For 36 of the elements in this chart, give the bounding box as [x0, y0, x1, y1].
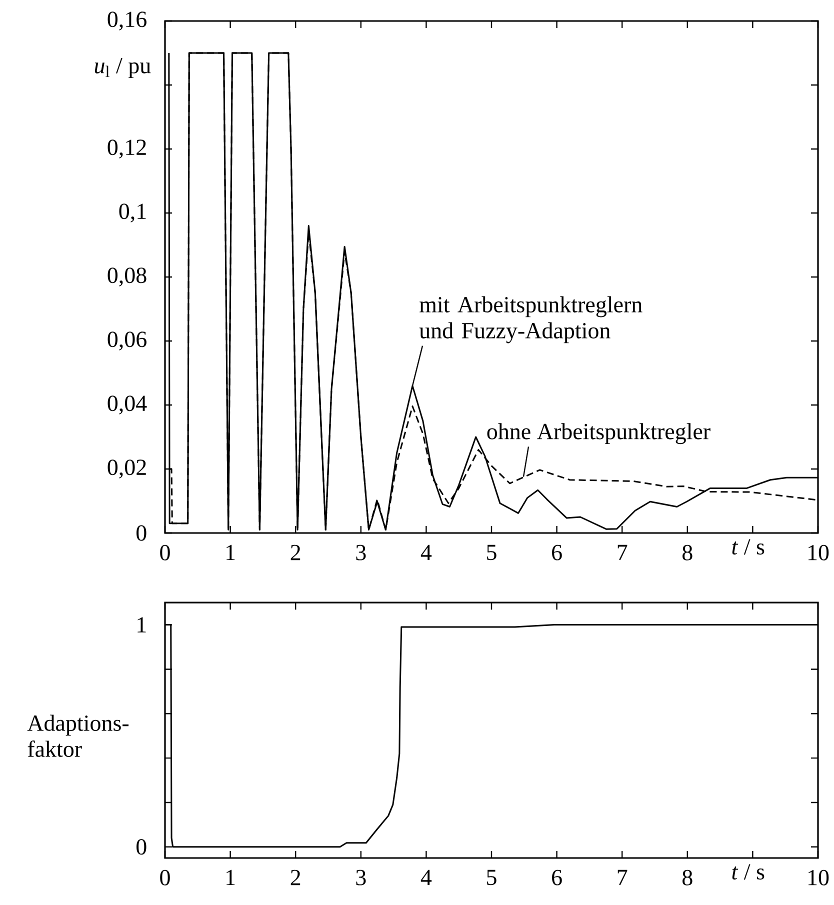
- y-tick-label: 0,06: [108, 332, 146, 350]
- y-axis-title: Adaptions-faktor: [27, 714, 129, 757]
- y-axis-title: u$_{l}$ / pu: [94, 58, 151, 78]
- x-tick-label: 4: [420, 870, 432, 885]
- x-tick-label: 1: [226, 870, 235, 886]
- y-tick-label: 0: [136, 525, 146, 541]
- y-tick-label: 0,02: [108, 460, 146, 478]
- x-tick-label: 6: [552, 870, 562, 886]
- x-tick-label: 5: [487, 870, 496, 886]
- y-tick-label: 0,1: [119, 204, 146, 222]
- y-tick-label: 0: [136, 839, 146, 855]
- annotation: mit Arbeitspunktreglern und Fuzzy-Adaption: [419, 296, 642, 344]
- x-tick-label: 3: [356, 544, 366, 560]
- y-tick-label: 0,04: [108, 396, 147, 414]
- x-tick-label: 7: [618, 870, 628, 885]
- annotation: ohne Arbeitspunktregler: [487, 423, 710, 444]
- x-tick-label: 7: [618, 544, 628, 560]
- x-tick-label: 6: [552, 544, 562, 560]
- x-tick-label: 3: [356, 870, 366, 886]
- x-tick-label: 4: [420, 544, 432, 560]
- x-tick-label: 2: [290, 870, 300, 886]
- y-tick-label: 1: [138, 617, 146, 632]
- x-tick-label: 0: [160, 870, 170, 886]
- x-tick-label: 0: [160, 544, 170, 560]
- x-tick-label: 5: [487, 544, 496, 560]
- y-tick-label: 0,12: [108, 140, 146, 158]
- x-tick-label: 1: [226, 544, 235, 560]
- x-tick-label: 10: [808, 870, 829, 886]
- y-tick-label: 0,16: [108, 12, 146, 30]
- x-tick-label: 2: [290, 544, 300, 560]
- y-tick-label: 0,08: [108, 268, 146, 286]
- x-tick-label: 8: [682, 544, 692, 560]
- x-tick-label: 10: [808, 544, 829, 560]
- x-tick-label: 8: [682, 870, 692, 886]
- x-axis-title: t / s: [732, 864, 764, 880]
- x-axis-title: t / s: [732, 539, 764, 555]
